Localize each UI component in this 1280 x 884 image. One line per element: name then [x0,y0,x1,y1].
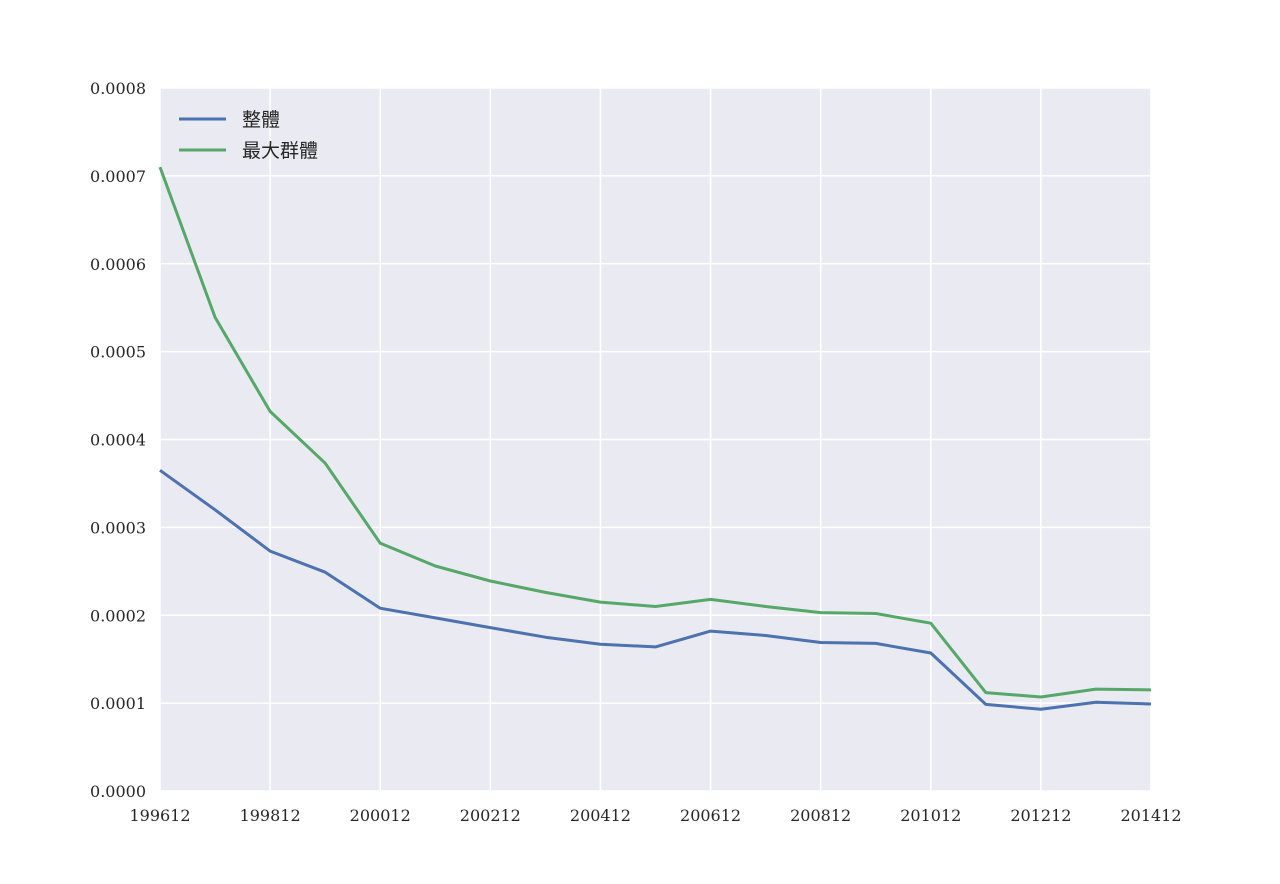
x-tick-label: 200212 [460,806,521,825]
x-tick-label: 201412 [1120,806,1181,825]
y-tick-label: 0.0005 [90,343,146,362]
y-tick-label: 0.0001 [90,694,146,713]
y-tick-label: 0.0004 [90,431,146,450]
y-tick-label: 0.0007 [90,167,146,186]
x-axis-tick-labels: 199612 199812 200012 200212 200412 200612 2008… [129,806,1181,825]
x-tick-label: 199612 [129,806,190,825]
x-tick-label: 200812 [790,806,851,825]
y-tick-label: 0.0006 [90,255,146,274]
x-tick-label: 200612 [680,806,741,825]
y-tick-label: 0.0000 [90,782,146,801]
legend-label: 整體 [242,109,280,131]
legend-label: 最大群體 [242,140,318,162]
y-axis-tick-labels: 0.0000 0.0001 0.0002 0.0003 0.0004 0.0005 0.00… [90,79,146,801]
x-tick-label: 199812 [240,806,301,825]
x-tick-label: 200412 [570,806,631,825]
x-tick-label: 200012 [350,806,411,825]
y-tick-label: 0.0003 [90,518,146,537]
grid-lines [159,87,1152,792]
y-tick-label: 0.0002 [90,606,146,625]
series-lines [158,166,1152,711]
x-tick-label: 201212 [1010,806,1071,825]
x-tick-label: 201012 [900,806,961,825]
series-line-1 [159,469,1152,711]
y-tick-label: 0.0008 [90,79,146,98]
series-line-2 [158,166,1152,699]
